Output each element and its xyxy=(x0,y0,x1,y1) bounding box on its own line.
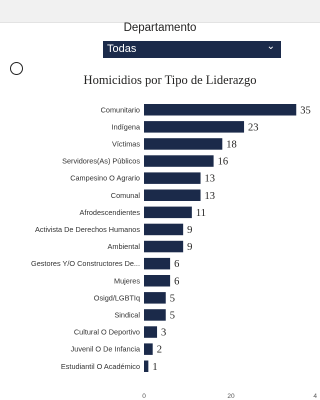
data-label: 5 xyxy=(170,293,175,304)
bar[interactable] xyxy=(144,309,166,321)
category-label: Servidores(As) Públicos xyxy=(62,157,140,166)
data-label: 6 xyxy=(174,259,179,270)
data-label: 3 xyxy=(161,328,166,339)
bar[interactable] xyxy=(144,292,166,304)
category-label: Comunal xyxy=(111,191,141,200)
category-label: Ambiental xyxy=(108,242,141,251)
data-label: 16 xyxy=(218,157,229,168)
bar[interactable] xyxy=(144,155,214,167)
data-label: 1 xyxy=(152,362,157,373)
data-label: 13 xyxy=(205,174,216,185)
data-label: 11 xyxy=(196,208,206,219)
radio-button[interactable] xyxy=(10,62,23,75)
top-bar xyxy=(0,0,320,23)
bar[interactable] xyxy=(144,206,192,219)
data-label: 18 xyxy=(226,139,237,150)
bar[interactable] xyxy=(144,360,149,373)
x-tick-label: 0 xyxy=(142,393,146,400)
category-label: Campesino O Agrario xyxy=(70,174,140,183)
bar[interactable] xyxy=(144,189,201,202)
bar[interactable] xyxy=(144,138,223,150)
bar[interactable] xyxy=(144,172,201,184)
data-label: 9 xyxy=(187,225,192,236)
category-label: Víctimas xyxy=(112,139,140,148)
category-label: Osigd/LGBTIq xyxy=(94,293,140,302)
bar[interactable] xyxy=(144,121,245,133)
data-label: 2 xyxy=(157,345,162,356)
chevron-down-icon: ⌄ xyxy=(266,41,275,52)
category-label: Estudiantil O Académico xyxy=(61,362,140,371)
bar[interactable] xyxy=(144,223,184,236)
category-label: Juvenil O De Infancia xyxy=(71,345,141,354)
bar[interactable] xyxy=(144,240,184,253)
category-label: Gestores Y/O Constructores De... xyxy=(31,259,140,268)
bar[interactable] xyxy=(144,257,171,270)
category-label: Cultural O Deportivo xyxy=(74,328,140,337)
x-tick-label: 4 xyxy=(313,393,317,400)
department-dropdown[interactable]: Todas ⌄ xyxy=(103,41,281,58)
chart-title: Homicidios por Tipo de Liderazgo xyxy=(83,73,257,87)
bar[interactable] xyxy=(144,104,297,116)
department-dropdown-value: Todas xyxy=(107,43,137,55)
category-label: Activista De Derechos Humanos xyxy=(35,225,140,234)
bar[interactable] xyxy=(144,275,171,287)
data-label: 9 xyxy=(187,242,192,253)
category-label: Comunitario xyxy=(101,105,140,114)
category-label: Indígena xyxy=(112,122,141,131)
data-label: 23 xyxy=(248,122,258,133)
x-tick-label: 20 xyxy=(227,393,235,400)
bar[interactable] xyxy=(144,343,153,355)
bar[interactable] xyxy=(144,326,158,338)
data-label: 13 xyxy=(205,191,216,202)
category-label: Mujeres xyxy=(114,276,140,285)
category-label: Sindical xyxy=(114,310,140,319)
data-label: 5 xyxy=(170,310,175,321)
data-label: 35 xyxy=(300,105,311,116)
data-label: 6 xyxy=(174,276,179,287)
category-label: Afrodescendientes xyxy=(80,208,141,217)
department-filter-label: Departamento xyxy=(123,22,197,34)
